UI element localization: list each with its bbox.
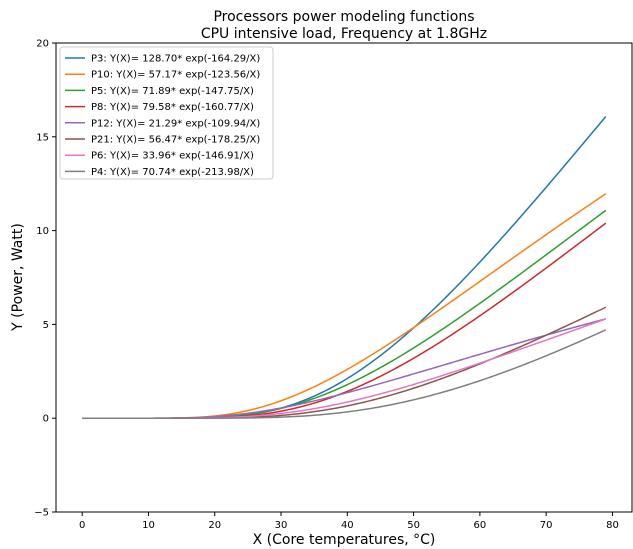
legend-entry: P10: Y(X)= 57.17* exp(-123.56/X) [91, 70, 260, 81]
x-tick-label: 30 [275, 520, 288, 531]
series-line-2 [82, 209, 607, 419]
x-tick-label: 40 [341, 520, 354, 531]
legend-entry: P4: Y(X)= 70.74* exp(-213.98/X) [91, 167, 254, 178]
legend: P3: Y(X)= 128.70* exp(-164.29/X) P10: Y(X… [59, 46, 274, 180]
series-line-1 [82, 193, 607, 419]
x-tick-label: 60 [474, 520, 487, 531]
x-tick-label: 10 [142, 520, 155, 531]
chart-title: Processors power modeling functions [213, 9, 474, 25]
series-line-7 [82, 329, 607, 419]
series-line-3 [82, 222, 607, 419]
legend-entry: P12: Y(X)= 21.29* exp(-109.94/X) [91, 118, 260, 129]
y-tick-label: 15 [36, 132, 49, 143]
legend-entry: P6: Y(X)= 33.96* exp(-146.91/X) [91, 151, 254, 162]
x-tick-label: 0 [79, 520, 85, 531]
y-tick-label: 10 [36, 226, 49, 237]
y-tick-label: −5 [34, 508, 49, 519]
series-layer [82, 115, 607, 419]
legend-entry: P5: Y(X)= 71.89* exp(-147.75/X) [91, 86, 254, 97]
y-axis-title: Y (Power, Watt) [10, 223, 26, 332]
y-axis: −5 0 5 10 15 20 [34, 39, 56, 519]
y-tick-label: 5 [43, 320, 49, 331]
legend-entry: P3: Y(X)= 128.70* exp(-164.29/X) [91, 54, 260, 65]
y-tick-label: 20 [36, 39, 49, 50]
legend-box [59, 46, 274, 180]
chart-subtitle: CPU intensive load, Frequency at 1.8GHz [201, 26, 487, 42]
series-line-6 [82, 318, 607, 419]
legend-entry: P21: Y(X)= 56.47* exp(-178.25/X) [91, 135, 260, 146]
x-tick-label: 80 [606, 520, 619, 531]
x-axis: 0 10 20 30 40 50 60 70 80 [79, 512, 619, 531]
plot-frame [55, 42, 633, 513]
x-tick-label: 70 [540, 520, 553, 531]
legend-entry: P8: Y(X)= 79.58* exp(-160.77/X) [91, 102, 254, 113]
x-tick-label: 50 [407, 520, 420, 531]
x-axis-title: X (Core temperatures, °C) [253, 532, 436, 548]
y-tick-label: 0 [43, 414, 49, 425]
x-tick-label: 20 [208, 520, 221, 531]
